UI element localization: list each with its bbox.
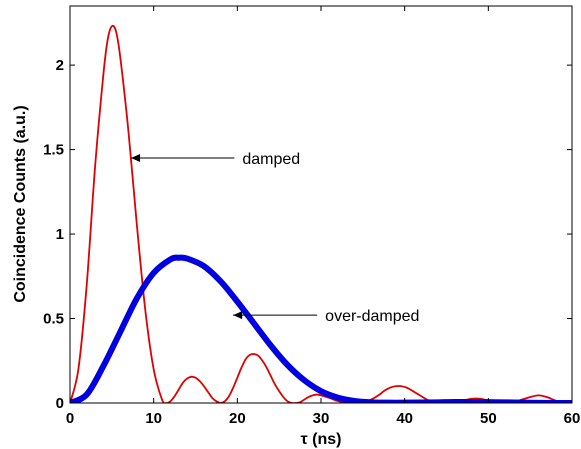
x-tick-label: 40 xyxy=(396,410,413,427)
annotation-label-over-damped: over-damped xyxy=(325,308,419,325)
annotation-arrowhead-damped xyxy=(131,154,141,163)
x-tick-label: 0 xyxy=(66,410,74,427)
y-axis-label: Coincidence Counts (a.u.) xyxy=(12,105,29,302)
y-tick-label: 0 xyxy=(56,395,64,412)
x-tick-label: 50 xyxy=(480,410,497,427)
annotation-arrowhead-over-damped xyxy=(233,311,243,320)
x-axis-label: τ (ns) xyxy=(301,431,342,448)
y-tick-label: 1 xyxy=(56,226,64,243)
x-tick-label: 10 xyxy=(145,410,162,427)
series-line-over-damped xyxy=(70,254,572,403)
x-tick-label: 30 xyxy=(313,410,330,427)
y-tick-label: 2 xyxy=(56,57,64,74)
y-tick-label: 1.5 xyxy=(43,142,64,159)
annotations-layer: damped over-damped xyxy=(131,151,419,325)
annotation-label-damped: damped xyxy=(242,151,300,168)
x-tick-label: 20 xyxy=(229,410,246,427)
y-tick-label: 0.5 xyxy=(43,311,64,328)
x-tick-label: 60 xyxy=(564,410,581,427)
plot-area xyxy=(70,6,572,403)
ticks-layer: 0 10 20 30 40 50 60 0 0.5 1 1.5 2 xyxy=(43,6,580,427)
